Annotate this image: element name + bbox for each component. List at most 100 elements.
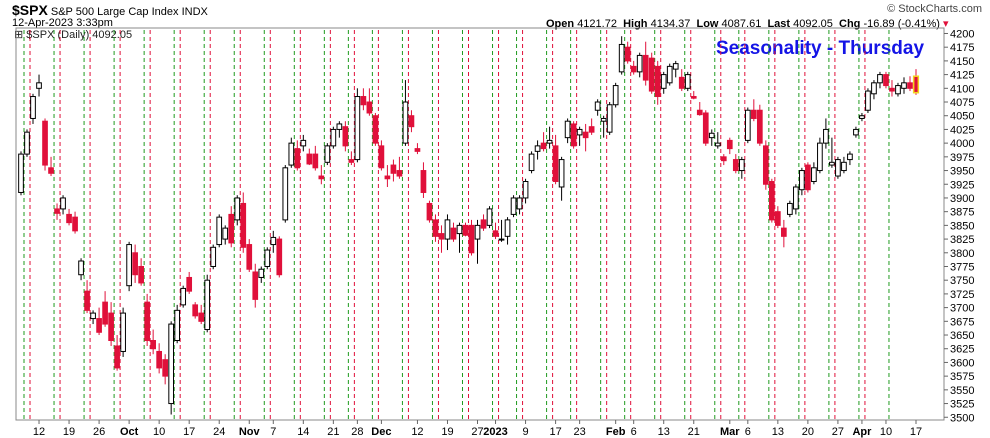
candle-body [324, 145, 331, 163]
y-tick-label: 3575 [950, 371, 974, 383]
candle [24, 129, 30, 157]
x-tick-label: 26 [93, 426, 105, 438]
candle [510, 195, 517, 218]
candle [768, 178, 775, 223]
candle-body [342, 126, 349, 147]
candle-body [78, 260, 84, 276]
candle-body [318, 175, 325, 180]
candle [793, 184, 799, 215]
y-axis: 3500352535503575360036253650367537003725… [944, 28, 974, 424]
candle-body [859, 115, 865, 119]
chg-value: -16.89 (-0.41%) [863, 18, 940, 30]
candle [426, 200, 433, 223]
candle-body [372, 115, 379, 144]
candle [847, 151, 853, 166]
candle [702, 110, 709, 146]
candle-body [84, 290, 90, 311]
candle-body [312, 153, 319, 169]
candle-body [678, 76, 685, 89]
candle [162, 354, 169, 385]
candle-body [228, 213, 235, 244]
candle-body [540, 142, 547, 150]
candle-body [132, 252, 138, 276]
candle-body [528, 153, 535, 172]
seasonality-lines [23, 30, 890, 420]
y-tick-label: 4025 [950, 124, 974, 136]
x-tick-label: 13 [658, 426, 670, 438]
candle-body [444, 219, 451, 240]
y-tick-label: 3650 [950, 330, 974, 342]
candle [871, 80, 877, 100]
candle [480, 214, 487, 231]
x-tick-label: 24 [213, 426, 225, 438]
x-tick-label: 28 [351, 426, 363, 438]
candle [540, 132, 547, 152]
candle [120, 307, 126, 357]
candle [354, 88, 361, 163]
candle [612, 82, 619, 108]
candle-body [240, 202, 247, 248]
candle [402, 80, 409, 146]
candle-body [606, 104, 613, 133]
candle-icon: ⊞ [14, 29, 24, 41]
candle [714, 132, 721, 149]
y-tick-label: 3850 [950, 220, 974, 232]
candle-body [546, 139, 553, 144]
y-tick-label: 3750 [950, 275, 974, 287]
candle [726, 137, 733, 155]
candle-body [738, 159, 745, 172]
candle [396, 156, 403, 179]
candle-body [222, 227, 229, 240]
candle [630, 60, 637, 75]
candle [132, 244, 138, 283]
candle-body [288, 142, 295, 166]
candle-body [522, 181, 529, 199]
candle-body [775, 211, 781, 226]
candle-body [726, 139, 733, 150]
security-name: S&P 500 Large Cap Index [50, 6, 179, 18]
y-tick-label: 3600 [950, 357, 974, 369]
candle-body [907, 82, 913, 89]
candle [618, 36, 625, 75]
x-tick-label: Nov [239, 426, 261, 438]
y-tick-label: 3900 [950, 193, 974, 205]
x-tick-label: Dec [371, 426, 391, 438]
candle [300, 134, 307, 152]
candle-body [756, 109, 763, 144]
candle-body [348, 159, 355, 163]
candle [168, 321, 175, 415]
candle [636, 52, 643, 78]
y-tick-label: 3625 [950, 344, 974, 356]
candle [504, 217, 511, 245]
candle-body [90, 312, 96, 320]
candle-body [54, 208, 60, 214]
candle-body [630, 65, 637, 73]
candle [756, 104, 763, 146]
legend-text: $SPX (Daily) 4092.05 [26, 29, 133, 41]
open-label: Open [546, 18, 575, 30]
candle [498, 219, 505, 242]
candle [606, 102, 613, 135]
chart-datetime: 12-Apr-2023 3:33pm [12, 17, 113, 29]
candle-body [492, 230, 499, 237]
plot-frame [15, 27, 945, 421]
chart-title: Seasonality - Thursday [716, 38, 925, 59]
candle [366, 88, 373, 116]
x-tick-label: 27 [832, 426, 844, 438]
candle [750, 99, 757, 122]
candle-body [18, 153, 24, 193]
y-tick-label: 4175 [950, 42, 974, 54]
candle [799, 167, 805, 196]
candle-body [138, 265, 144, 284]
candle-body [618, 43, 625, 73]
candle [108, 302, 114, 346]
candle-body [282, 167, 289, 221]
candle-body [156, 350, 162, 369]
candle [811, 162, 817, 185]
candle [156, 343, 162, 374]
candle-body [66, 213, 72, 224]
y-tick-label: 3925 [950, 179, 974, 191]
candle-body [865, 90, 871, 111]
candle [180, 285, 187, 308]
candle [576, 126, 583, 146]
